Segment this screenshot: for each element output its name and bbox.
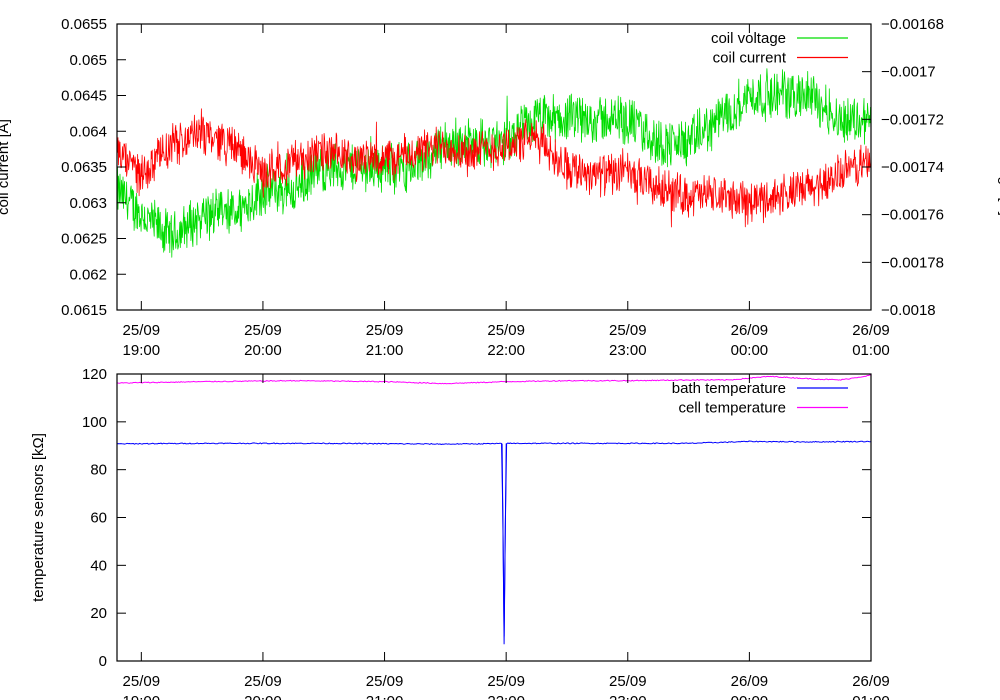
y-tick-label: 0.0645 xyxy=(61,88,107,105)
x-tick-time: 21:00 xyxy=(366,693,404,700)
series-line-cell-temperature xyxy=(116,374,871,385)
x-tick-date: 26/09 xyxy=(852,673,890,690)
y-tick-label: 0.062 xyxy=(69,266,107,283)
y-tick-label: 0.065 xyxy=(69,52,107,69)
y2-tick-label: −0.00178 xyxy=(881,254,944,271)
x-tick-time: 22:00 xyxy=(487,342,525,359)
series-line-coil-current xyxy=(116,108,872,228)
y2-tick-label: −0.0018 xyxy=(881,302,936,319)
series-line-bath-temperature xyxy=(116,440,871,637)
x-tick-time: 20:00 xyxy=(244,693,282,700)
y-tick-label: 20 xyxy=(90,605,107,622)
x-tick-date: 26/09 xyxy=(731,673,769,690)
legend-label: coil voltage xyxy=(711,30,786,47)
y2-tick-label: −0.00168 xyxy=(881,16,944,33)
chart-panel-1: 0.0615 0.062 0.0625 0.063 0.0635 0.064 0.0645 0… xyxy=(0,16,1000,359)
y-tick-label: 0.063 xyxy=(69,195,107,212)
y2-tick-label: −0.00172 xyxy=(881,111,944,128)
y-tick-label: 0.064 xyxy=(69,123,107,140)
x-tick-date: 25/09 xyxy=(123,322,161,339)
x-tick-time: 19:00 xyxy=(123,693,161,700)
x-tick-date: 25/09 xyxy=(609,322,647,339)
x-tick-time: 00:00 xyxy=(731,693,769,700)
x-tick-time: 01:00 xyxy=(852,342,890,359)
y-tick-label: 60 xyxy=(90,510,107,527)
x-tick-date: 25/09 xyxy=(123,673,161,690)
series-line-coil-voltage xyxy=(116,68,872,258)
y-tick-label: 100 xyxy=(82,414,107,431)
x-tick-date: 25/09 xyxy=(609,673,647,690)
y2-tick-label: −0.00176 xyxy=(881,207,944,224)
x-tick-time: 20:00 xyxy=(244,342,282,359)
x-tick-date: 25/09 xyxy=(244,322,282,339)
y2-tick-label: −0.0017 xyxy=(881,64,936,81)
y-tick-label: 0.0615 xyxy=(61,302,107,319)
x-tick-date: 26/09 xyxy=(852,322,890,339)
chart-panel-2: 0 20 40 60 80 100 120 25/09 19:00 25/09 20:00 25/09… xyxy=(30,366,890,700)
x-tick-date: 25/09 xyxy=(244,673,282,690)
legend-label: coil current xyxy=(713,50,787,67)
y-axis-label: temperature sensors [kΩ] xyxy=(30,433,47,602)
x-tick-date: 25/09 xyxy=(487,673,525,690)
x-tick-date: 25/09 xyxy=(366,322,404,339)
y-tick-label: 120 xyxy=(82,366,107,383)
x-tick-date: 26/09 xyxy=(731,322,769,339)
x-tick-time: 21:00 xyxy=(366,342,404,359)
y-tick-label: 80 xyxy=(90,462,107,479)
x-tick-date: 25/09 xyxy=(366,673,404,690)
y-tick-label: 40 xyxy=(90,557,107,574)
x-tick-time: 00:00 xyxy=(731,342,769,359)
y2-axis-label: coil voltage [V] xyxy=(997,118,1000,216)
x-tick-time: 23:00 xyxy=(609,342,647,359)
y-tick-label: 0.0635 xyxy=(61,159,107,176)
y-tick-label: 0.0625 xyxy=(61,231,107,248)
legend-label: cell temperature xyxy=(678,400,786,417)
y2-tick-label: −0.00174 xyxy=(881,159,944,176)
x-tick-time: 01:00 xyxy=(852,693,890,700)
y-axis-label: coil current [A] xyxy=(0,119,12,215)
y-tick-label: 0 xyxy=(99,653,107,670)
x-tick-time: 22:00 xyxy=(487,693,525,700)
legend-label: bath temperature xyxy=(672,380,786,397)
y-tick-label: 0.0655 xyxy=(61,16,107,33)
x-tick-date: 25/09 xyxy=(487,322,525,339)
x-tick-time: 19:00 xyxy=(123,342,161,359)
plot-frame xyxy=(116,23,872,311)
x-tick-time: 23:00 xyxy=(609,693,647,700)
plot-frame xyxy=(116,373,872,662)
